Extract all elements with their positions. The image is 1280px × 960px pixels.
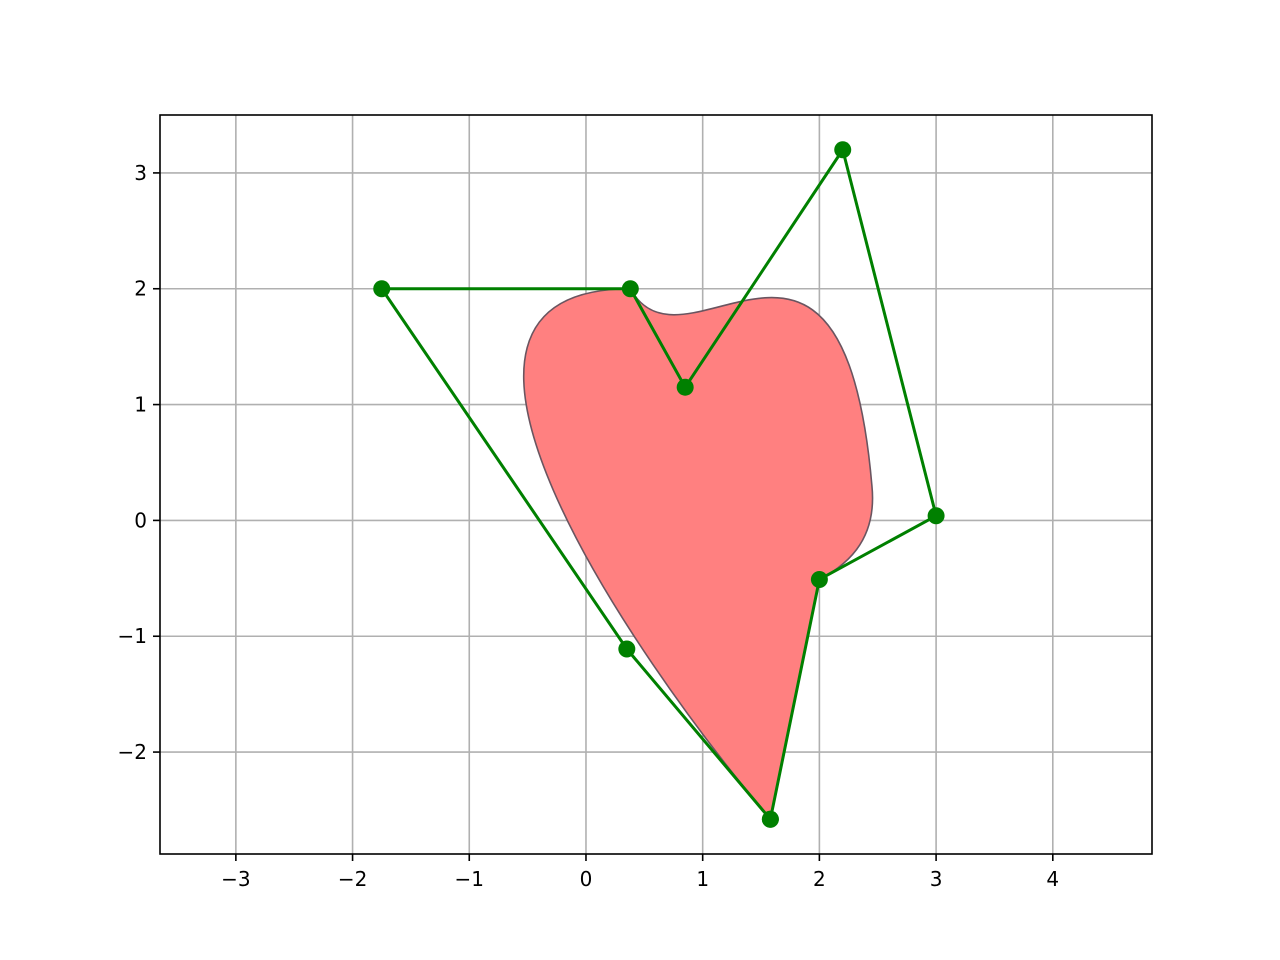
x-tick-label: 2 [813,867,826,891]
axis-ticks: −3 −2 −1 0 1 2 3 4 −2 −1 0 1 2 3 [118,161,1060,891]
x-tick-label: 1 [696,867,709,891]
x-tick-label: 3 [930,867,943,891]
plot-frame [159,114,1153,855]
x-tick-label: −3 [221,867,250,891]
y-tick-label: −2 [118,740,147,764]
control-point [761,810,779,828]
y-tick-label: 0 [134,508,147,532]
control-polygon-layer [373,141,945,828]
control-point [810,570,828,588]
x-tick-label: −1 [455,867,484,891]
control-point [618,640,636,658]
x-tick-label: 4 [1046,867,1059,891]
y-tick-label: 1 [134,393,147,417]
x-tick-label: −2 [338,867,367,891]
x-tick-label: 0 [580,867,593,891]
control-point [927,507,945,525]
control-point [676,378,694,396]
y-tick-label: 3 [134,161,147,185]
y-tick-label: −1 [118,624,147,648]
control-point [834,141,852,159]
control-point [373,280,391,298]
y-tick-label: 2 [134,277,147,301]
control-point [621,280,639,298]
